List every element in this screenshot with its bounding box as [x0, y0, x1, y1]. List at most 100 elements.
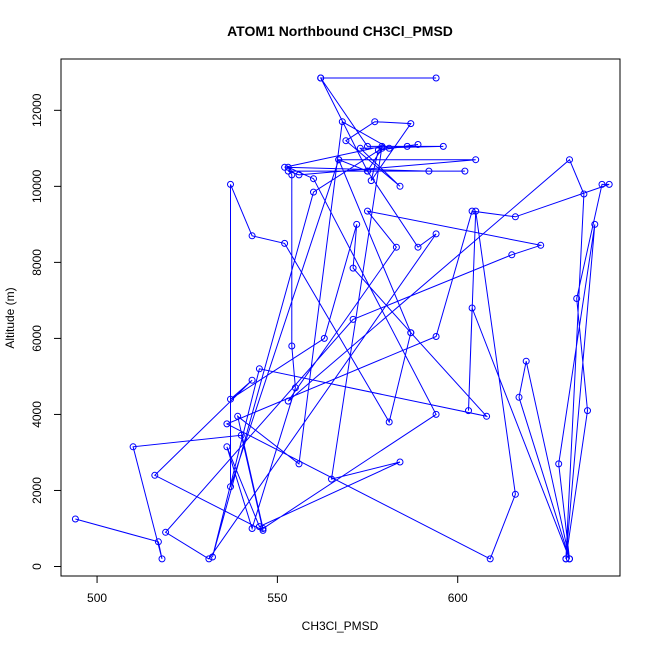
data-point	[508, 251, 516, 259]
data-point	[432, 74, 440, 82]
data-point	[414, 141, 422, 148]
x-tick-label: 550	[267, 591, 287, 605]
data-point	[310, 175, 317, 183]
y-tick-label: 4000	[30, 401, 44, 428]
data-point	[439, 142, 447, 150]
data-point	[209, 553, 216, 561]
data-point	[295, 460, 303, 468]
data-point	[414, 243, 422, 251]
data-point	[407, 329, 415, 337]
y-tick-label: 6000	[30, 325, 44, 352]
data-point	[425, 167, 433, 175]
data-point	[158, 555, 166, 563]
data-point	[403, 142, 411, 150]
data-point	[396, 182, 404, 190]
y-tick-label: 12000	[30, 93, 44, 127]
x-axis: 500 550 600	[87, 575, 468, 605]
data-point	[392, 243, 400, 251]
data-point	[227, 180, 234, 188]
data-point	[486, 555, 494, 563]
data-point	[349, 264, 357, 272]
data-point	[317, 74, 325, 82]
data-point	[522, 357, 530, 365]
data-point	[223, 443, 231, 451]
x-tick-label: 500	[87, 591, 107, 605]
data-point	[237, 431, 245, 439]
data-point	[385, 144, 393, 152]
data-point	[248, 525, 256, 532]
data-point	[356, 144, 364, 152]
y-tick-label: 0	[30, 563, 44, 570]
data-point	[320, 334, 328, 342]
data-point	[71, 515, 79, 523]
data-point	[310, 188, 317, 196]
data-point	[364, 142, 371, 150]
data-point	[555, 460, 563, 468]
data-point	[259, 526, 267, 534]
data-point	[291, 384, 299, 392]
data-point	[335, 156, 343, 164]
chart-title: ATOM1 Northbound CH3Cl_PMSD	[227, 23, 453, 39]
y-tick-label: 8000	[30, 249, 44, 276]
data-point	[364, 207, 371, 215]
data-point	[342, 137, 350, 145]
data-point	[511, 490, 519, 498]
data-point	[371, 118, 379, 126]
data-point	[281, 239, 289, 247]
data-point	[580, 190, 588, 198]
data-point	[248, 232, 256, 240]
data-point	[605, 180, 613, 188]
data-point	[205, 555, 213, 563]
data-point	[432, 410, 440, 418]
data-point	[378, 144, 386, 152]
data-point	[284, 167, 292, 175]
data-point	[284, 163, 292, 171]
data-point	[465, 407, 472, 415]
data-point	[537, 241, 545, 249]
data-point	[591, 220, 599, 228]
data-point	[295, 171, 303, 179]
data-point	[483, 412, 491, 420]
series-layer	[71, 74, 613, 563]
data-point	[255, 523, 263, 531]
data-point	[511, 213, 519, 221]
data-point	[255, 365, 263, 373]
data-point	[223, 420, 231, 428]
data-point	[259, 525, 267, 532]
y-tick-label: 10000	[30, 169, 44, 203]
y-axis-label: Altitude (m)	[3, 287, 17, 348]
data-point	[566, 555, 573, 563]
data-point	[407, 120, 415, 128]
data-point	[573, 295, 581, 302]
data-point	[472, 156, 480, 164]
data-point	[227, 395, 234, 403]
data-point	[468, 304, 476, 312]
data-point	[151, 471, 159, 479]
data-point	[248, 376, 256, 384]
data-point	[584, 407, 591, 415]
y-axis: 0 2000 4000 6000 8000 10000 12000	[30, 93, 62, 570]
data-point	[162, 528, 170, 536]
data-point	[562, 555, 570, 563]
data-point	[515, 393, 523, 401]
data-point	[468, 207, 476, 215]
data-point	[129, 443, 137, 451]
data-point	[461, 167, 469, 175]
data-point	[284, 397, 292, 405]
data-point	[378, 142, 386, 150]
data-point	[566, 156, 573, 164]
data-point	[432, 230, 440, 238]
data-point	[234, 412, 242, 420]
data-point	[367, 177, 375, 185]
x-tick-label: 600	[448, 591, 468, 605]
data-point	[353, 220, 361, 228]
data-point	[154, 538, 162, 546]
data-point	[432, 333, 440, 340]
x-axis-label: CH3Cl_PMSD	[302, 619, 379, 633]
data-point	[227, 483, 234, 491]
data-point	[288, 342, 296, 350]
data-point	[288, 171, 296, 179]
data-point	[328, 475, 335, 483]
data-point	[281, 163, 289, 171]
